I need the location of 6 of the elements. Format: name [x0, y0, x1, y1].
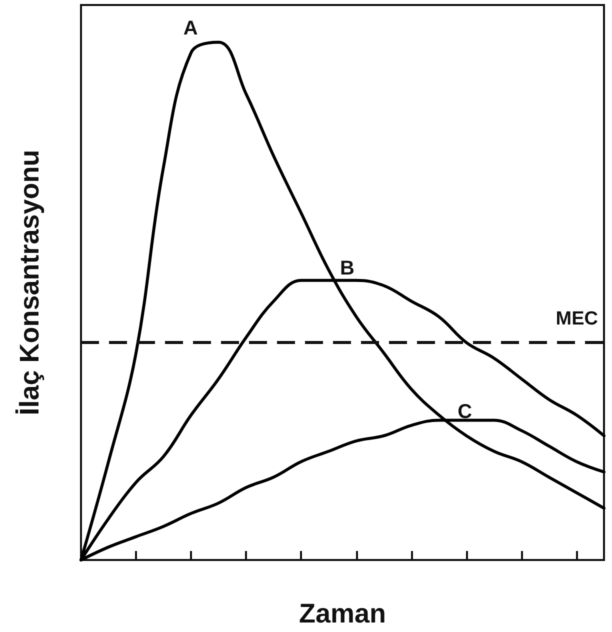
ref-line-label: MEC — [556, 308, 598, 330]
series-label: C — [458, 401, 472, 424]
series-label: A — [183, 17, 198, 40]
x-axis-title: Zaman — [298, 598, 386, 628]
series-label: B — [340, 257, 354, 280]
y-axis-title: İlaç Konsantrasyonu — [14, 150, 44, 416]
